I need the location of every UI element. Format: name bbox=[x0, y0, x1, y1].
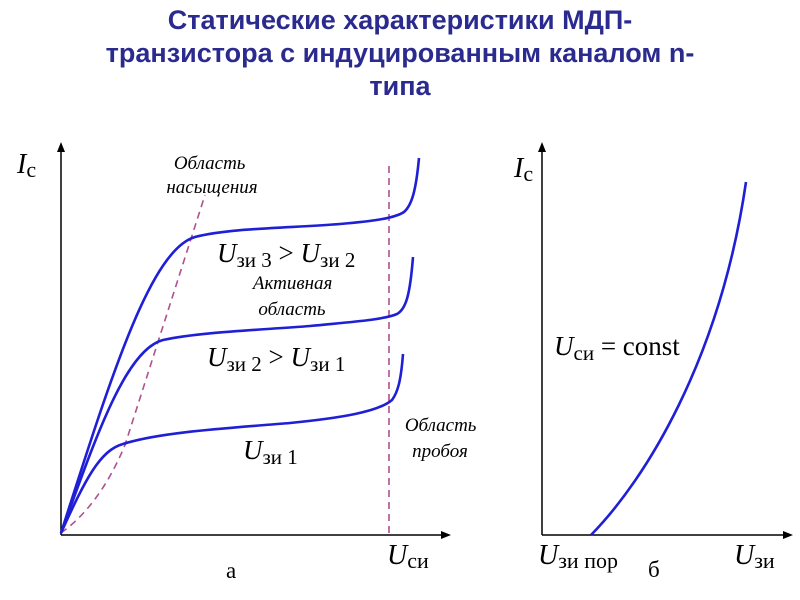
slide-title-line-3: типа bbox=[369, 71, 431, 101]
transfer-curve bbox=[590, 181, 748, 536]
output-characteristics-graph: Iс Uси а Область насыщения Область пробо… bbox=[16, 142, 481, 583]
graph-a-y-axis-label: Iс bbox=[16, 149, 36, 182]
graph-b-y-axis-label: Iс bbox=[513, 153, 533, 186]
curve-u-zi-3 bbox=[59, 157, 421, 534]
threshold-voltage-label: Uзи пор bbox=[538, 540, 618, 573]
curve-label-u-zi-2: Uзи 2 > Uзи 1 bbox=[207, 342, 345, 376]
saturation-region-label: Область насыщения bbox=[166, 153, 257, 198]
constant-drain-voltage-label: Uси = const bbox=[554, 331, 680, 365]
slide-title-line-1: Статические характеристики МДП- bbox=[167, 5, 633, 35]
transfer-characteristic-graph: Iс Uзи Uзи пор б Uси = const bbox=[513, 142, 793, 582]
graph-a-caption: а bbox=[226, 558, 236, 583]
curve-label-u-zi-3: Uзи 3 > Uзи 2 bbox=[217, 238, 355, 272]
breakdown-region-label: Область пробоя bbox=[405, 415, 481, 462]
curve-label-u-zi-1: Uзи 1 bbox=[243, 435, 298, 469]
active-region-label: Активная область bbox=[251, 273, 337, 320]
graph-b-caption: б bbox=[648, 557, 660, 582]
graph-a-x-axis-label: Uси bbox=[387, 540, 429, 573]
slide-title: Статические характеристики МДП- транзист… bbox=[0, 4, 800, 103]
slide-title-line-2: транзистора с индуцированным каналом n- bbox=[105, 38, 695, 68]
curve-u-zi-1 bbox=[59, 353, 405, 534]
curve-u-zi-2 bbox=[59, 256, 415, 534]
graph-b-x-axis-label: Uзи bbox=[734, 540, 775, 573]
